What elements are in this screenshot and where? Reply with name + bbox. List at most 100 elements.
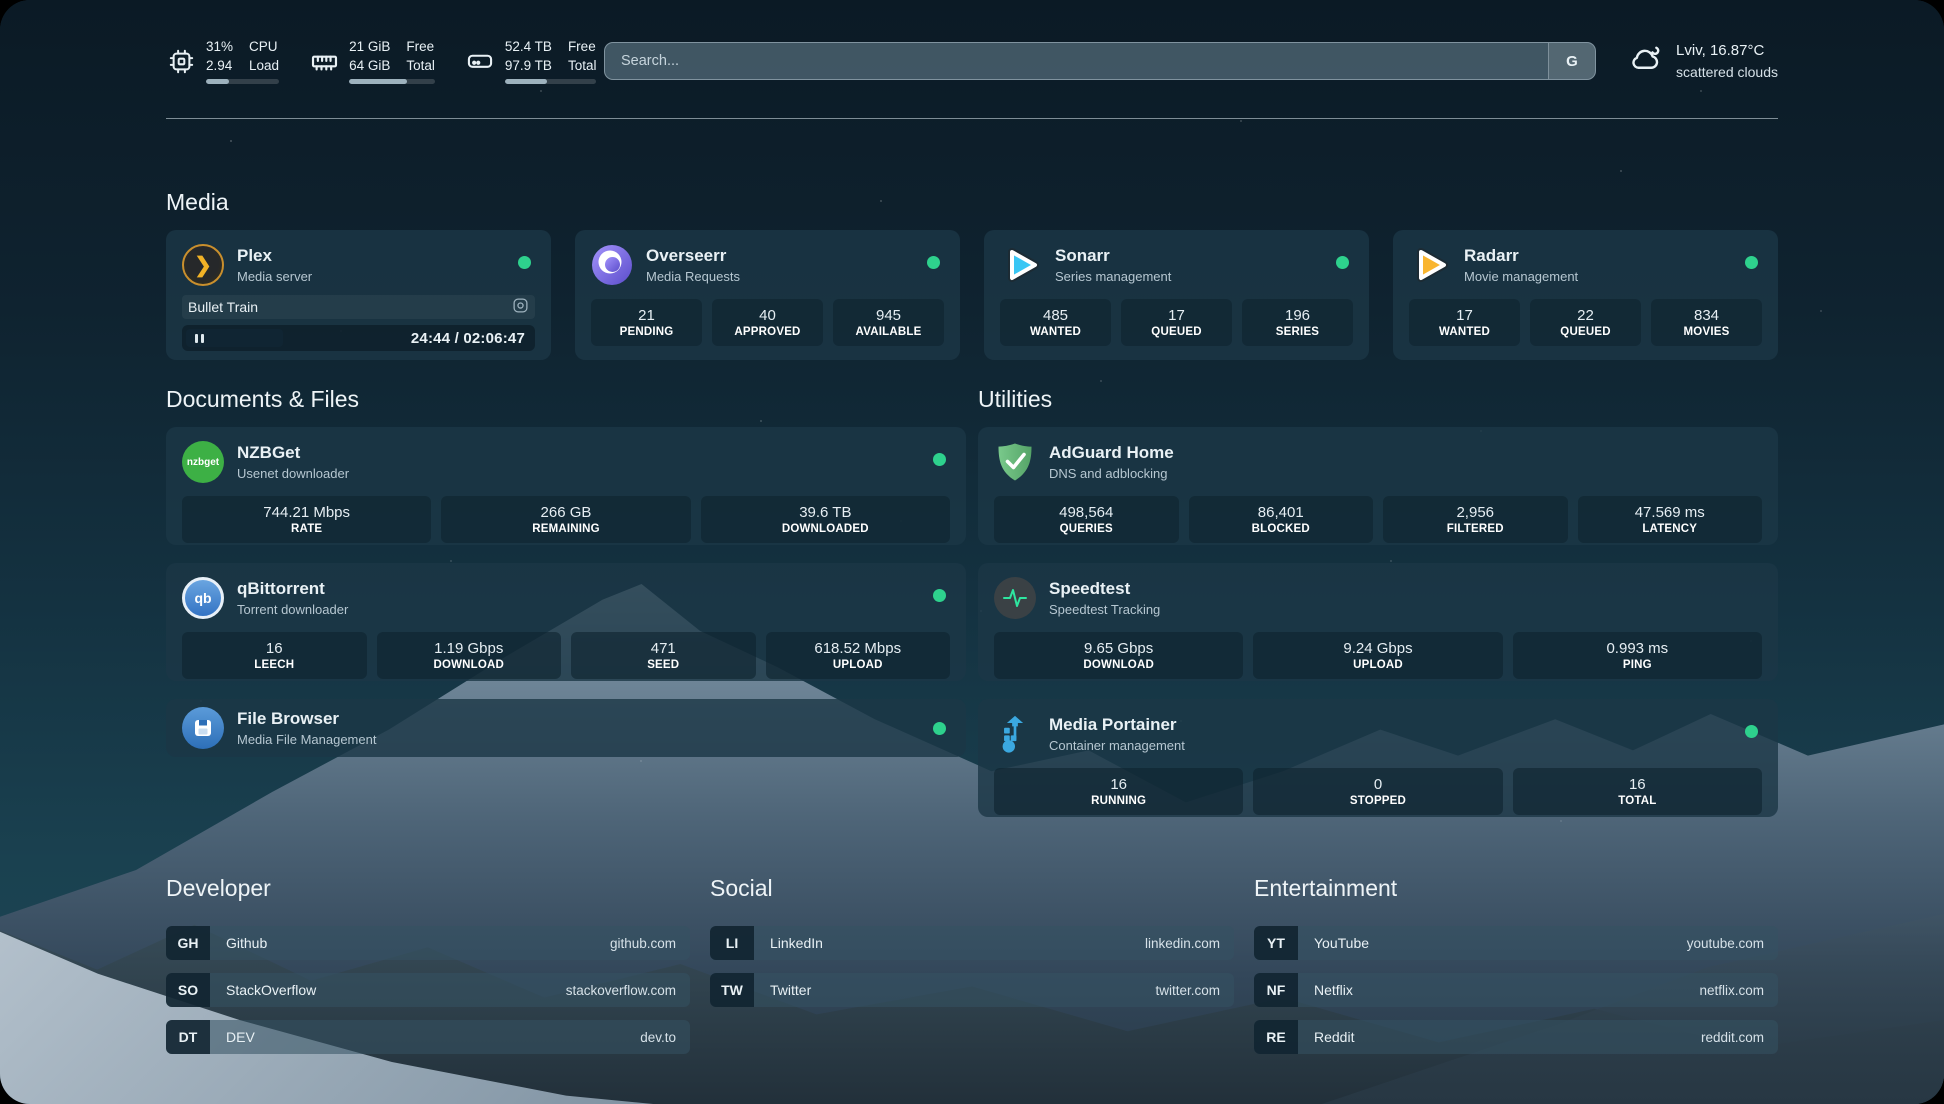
stat-label: PING: [1622, 659, 1652, 671]
card-speedtest[interactable]: Speedtest Speedtest Tracking 9.65 Gbps D…: [978, 563, 1778, 681]
card-sonarr[interactable]: Sonarr Series management 485 WANTED 17 Q…: [984, 230, 1369, 360]
disk-stat: 52.4 TB 97.9 TB Free Total: [465, 38, 597, 84]
now-playing-title: Bullet Train: [188, 299, 259, 315]
media-type-icon: [512, 297, 529, 317]
stat-value: 40: [759, 307, 776, 324]
card-nzbget[interactable]: nzbget NZBGet Usenet downloader 744.21 M…: [166, 427, 966, 545]
memory-total-label: Total: [406, 57, 435, 73]
link-dev[interactable]: DT DEV dev.to: [166, 1020, 690, 1054]
card-title: Media Portainer: [1049, 714, 1177, 734]
link-url: github.com: [609, 935, 676, 951]
card-filebrowser[interactable]: File Browser Media File Management: [166, 699, 966, 757]
section-heading-entertainment: Entertainment: [1254, 875, 1398, 901]
header: 31% 2.94 CPU Load: [166, 0, 1778, 86]
stat-box: 16 LEECH: [182, 632, 367, 679]
stat-label: LATENCY: [1642, 523, 1698, 535]
search-input[interactable]: [604, 42, 1596, 80]
playback-progress-bar[interactable]: 24:44 / 02:06:47: [182, 325, 535, 351]
stat-value: 485: [1042, 307, 1069, 324]
cpu-stat: 31% 2.94 CPU Load: [166, 38, 280, 84]
adguard-icon: [994, 441, 1036, 483]
card-subtitle: Speedtest Tracking: [1049, 602, 1161, 618]
stat-label: QUEUED: [1151, 326, 1202, 338]
link-youtube[interactable]: YT YouTube youtube.com: [1254, 926, 1778, 960]
status-dot: [933, 589, 946, 602]
stat-value: 86,401: [1257, 504, 1304, 521]
link-abbr: RE: [1254, 1020, 1298, 1054]
link-name: StackOverflow: [226, 982, 317, 998]
link-netflix[interactable]: NF Netflix netflix.com: [1254, 973, 1778, 1007]
link-abbr: GH: [166, 926, 210, 960]
status-dot: [933, 453, 946, 466]
card-subtitle: Container management: [1049, 738, 1185, 754]
stat-label: APPROVED: [734, 326, 801, 338]
stat-label: QUEUED: [1560, 326, 1611, 338]
qbittorrent-icon: qb: [182, 577, 224, 619]
stat-value: 39.6 TB: [799, 504, 852, 521]
cpu-percent: 31%: [206, 39, 234, 55]
stat-box: 16 RUNNING: [994, 768, 1244, 815]
card-subtitle: Movie management: [1464, 269, 1579, 285]
card-title: Overseerr: [646, 245, 727, 265]
disk-free-value: 52.4 TB: [504, 39, 552, 55]
stat-label: MOVIES: [1683, 326, 1730, 338]
now-playing-row: Bullet Train: [182, 295, 535, 319]
card-qbittorrent[interactable]: qb qBittorrent Torrent downloader 16 LEE…: [166, 563, 966, 681]
link-name: YouTube: [1314, 935, 1370, 951]
stat-label: QUERIES: [1059, 523, 1113, 535]
stat-box: 86,401 BLOCKED: [1188, 496, 1373, 543]
disk-progress-track: [504, 78, 597, 84]
link-twitter[interactable]: TW Twitter twitter.com: [710, 973, 1234, 1007]
bookmark-group-developer: Developer GH Github github.com SO StackO…: [166, 875, 690, 1067]
card-title: Plex: [237, 245, 272, 265]
stat-box: 21 PENDING: [591, 299, 702, 346]
card-title: File Browser: [237, 708, 340, 728]
portainer-icon: [994, 713, 1036, 755]
bookmark-group-social: Social LI LinkedIn linkedin.com TW Twitt…: [710, 875, 1234, 1067]
stat-box: 744.21 Mbps RATE: [182, 496, 432, 543]
link-abbr: DT: [166, 1020, 210, 1054]
cpu-load-label: Load: [249, 57, 280, 73]
stat-box: 834 MOVIES: [1651, 299, 1762, 346]
card-portainer[interactable]: Media Portainer Container management 16 …: [978, 699, 1778, 817]
stat-value: 618.52 Mbps: [814, 640, 902, 657]
link-reddit[interactable]: RE Reddit reddit.com: [1254, 1020, 1778, 1054]
card-subtitle: Usenet downloader: [237, 466, 350, 482]
playback-elapsed-chip: [186, 329, 284, 347]
stat-label: DOWNLOAD: [1083, 659, 1154, 671]
cpu-progress-fill: [206, 78, 229, 84]
search-engine-button[interactable]: G: [1548, 43, 1595, 79]
stat-value: 945: [875, 307, 902, 324]
memory-progress-track: [349, 78, 435, 84]
card-adguard[interactable]: AdGuard Home DNS and adblocking 498,564 …: [978, 427, 1778, 545]
card-overseerr[interactable]: Overseerr Media Requests 21 PENDING 40 A…: [575, 230, 960, 360]
stat-value: 21: [638, 307, 655, 324]
stat-label: WANTED: [1029, 326, 1082, 338]
status-dot: [1745, 725, 1758, 738]
stat-box: 196 SERIES: [1242, 299, 1353, 346]
status-dot: [518, 256, 531, 269]
link-github[interactable]: GH Github github.com: [166, 926, 690, 960]
link-abbr: NF: [1254, 973, 1298, 1007]
stat-value: 9.65 Gbps: [1084, 640, 1154, 657]
status-dot: [1745, 256, 1758, 269]
cpu-progress-track: [206, 78, 280, 84]
radarr-icon: [1409, 244, 1451, 286]
card-subtitle: Media File Management: [237, 732, 377, 748]
link-url: netflix.com: [1699, 982, 1764, 998]
card-plex[interactable]: ❯ Plex Media server Bullet Train: [166, 230, 551, 360]
link-name: LinkedIn: [770, 935, 823, 951]
link-stackoverflow[interactable]: SO StackOverflow stackoverflow.com: [166, 973, 690, 1007]
link-linkedin[interactable]: LI LinkedIn linkedin.com: [710, 926, 1234, 960]
link-url: twitter.com: [1155, 982, 1220, 998]
stat-box: 498,564 QUERIES: [994, 496, 1179, 543]
cpu-icon: [166, 48, 196, 75]
memory-icon: [309, 47, 339, 76]
weather-condition: scattered clouds: [1676, 63, 1778, 80]
stat-value: 471: [650, 640, 676, 657]
stat-box: 2,956 FILTERED: [1383, 496, 1568, 543]
stat-value: 17: [1456, 307, 1473, 324]
card-radarr[interactable]: Radarr Movie management 17 WANTED 22 QUE…: [1393, 230, 1778, 360]
card-title: qBittorrent: [237, 578, 325, 598]
link-url: reddit.com: [1700, 1029, 1764, 1045]
